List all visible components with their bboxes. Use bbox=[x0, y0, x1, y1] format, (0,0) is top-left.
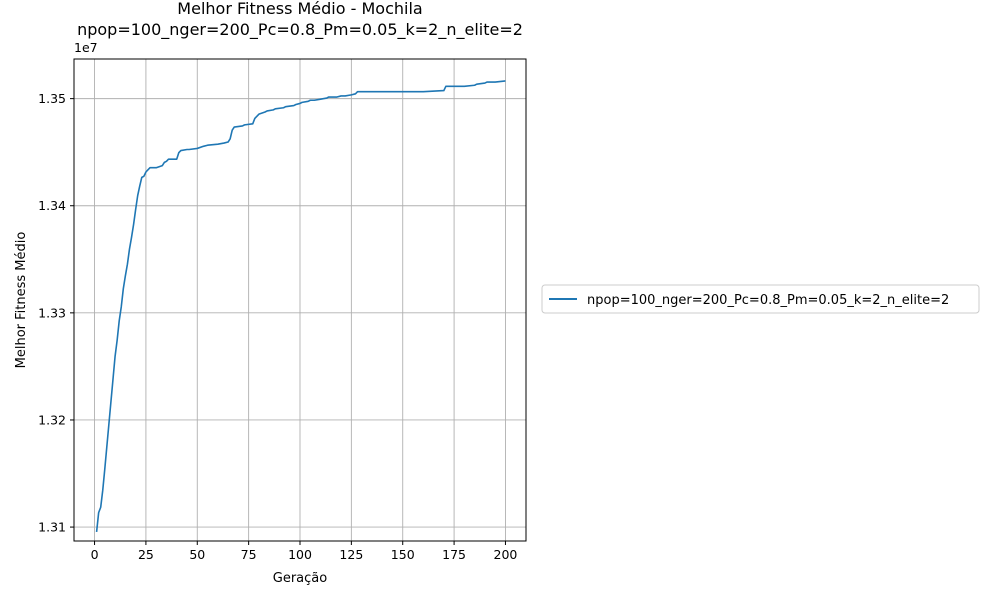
x-axis-label: Geração bbox=[273, 571, 327, 586]
x-tick-label: 200 bbox=[494, 547, 518, 562]
legend-label: npop=100_nger=200_Pc=0.8_Pm=0.05_k=2_n_e… bbox=[587, 293, 949, 308]
grid bbox=[74, 59, 526, 541]
y-offset-label: 1e7 bbox=[74, 40, 98, 55]
y-tick-label: 1.32 bbox=[38, 412, 66, 427]
y-tick-label: 1.31 bbox=[38, 520, 66, 535]
legend-frame bbox=[541, 284, 980, 314]
y-tick-label: 1.35 bbox=[38, 91, 66, 106]
x-tick-label: 75 bbox=[241, 547, 257, 562]
x-tick-label: 150 bbox=[391, 547, 415, 562]
x-axis: 0 25 50 75 100 125 150 175 200 bbox=[91, 541, 518, 562]
x-tick-label: 0 bbox=[91, 547, 99, 562]
chart-title: Melhor Fitness Médio - Mochila bbox=[177, 0, 422, 18]
series-layer bbox=[95, 80, 506, 532]
x-tick-label: 125 bbox=[339, 547, 363, 562]
x-tick-label: 175 bbox=[442, 547, 466, 562]
y-tick-label: 1.34 bbox=[38, 198, 66, 213]
legend: npop=100_nger=200_Pc=0.8_Pm=0.05_k=2_n_e… bbox=[541, 284, 980, 314]
chart-subtitle: npop=100_nger=200_Pc=0.8_Pm=0.05_k=2_n_e… bbox=[77, 20, 523, 40]
series-line bbox=[95, 80, 506, 532]
x-tick-label: 25 bbox=[138, 547, 154, 562]
x-tick-label: 100 bbox=[288, 547, 312, 562]
y-axis-label: Melhor Fitness Médio bbox=[14, 232, 29, 369]
y-axis: 1.31 1.32 1.33 1.34 1.35 bbox=[38, 91, 74, 535]
y-tick-label: 1.33 bbox=[38, 305, 66, 320]
x-tick-label: 50 bbox=[189, 547, 205, 562]
